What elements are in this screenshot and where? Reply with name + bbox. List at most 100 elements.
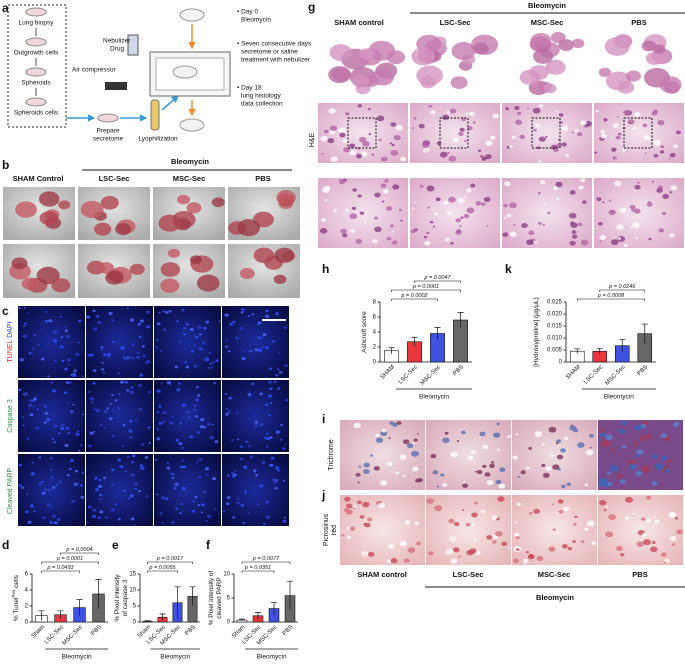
image-detail — [165, 497, 169, 500]
image-detail — [398, 208, 402, 212]
image-detail — [363, 462, 370, 468]
image-detail — [498, 483, 506, 489]
image-detail — [80, 495, 85, 499]
image-detail — [608, 514, 616, 520]
p-value: p = 0.0001 — [412, 284, 439, 290]
image-detail — [167, 248, 180, 258]
image-detail — [555, 442, 559, 445]
image-detail — [542, 223, 546, 226]
image-detail — [251, 313, 255, 316]
image-detail — [501, 541, 508, 546]
image-detail — [222, 510, 226, 513]
image-detail — [475, 201, 482, 206]
panel-label: f — [206, 538, 211, 552]
row-label: Cleaved PARP — [7, 468, 14, 515]
image-detail — [53, 339, 57, 343]
y-tick-label: 2 — [25, 604, 29, 610]
x-tick-label: MSC-Sec — [604, 364, 626, 386]
column-label: SHAM control — [357, 570, 407, 579]
image-detail — [355, 153, 363, 159]
image-detail — [664, 558, 670, 563]
image-detail — [623, 243, 628, 248]
significance-bracket — [241, 561, 291, 564]
image-detail — [29, 413, 34, 417]
image-detail — [323, 129, 329, 134]
image-detail — [212, 361, 216, 364]
image-detail — [24, 392, 29, 395]
image-detail — [359, 211, 365, 215]
image-detail — [566, 482, 572, 486]
image-detail — [377, 502, 386, 509]
image-detail — [232, 320, 236, 324]
image-detail — [243, 350, 246, 353]
image-detail — [516, 111, 522, 116]
column-label: PBS — [631, 18, 646, 27]
image-detail — [21, 416, 25, 418]
image-detail — [402, 474, 406, 478]
image-detail — [52, 486, 56, 489]
image-detail — [269, 402, 273, 405]
image-detail — [464, 144, 468, 148]
y-axis-label: of caspase 3 — [122, 579, 129, 616]
image-detail — [283, 326, 287, 329]
image-detail — [578, 185, 584, 190]
image-detail — [64, 443, 69, 448]
image-detail — [40, 480, 44, 484]
image-detail — [391, 143, 395, 147]
p-value: p = 0.0077 — [252, 556, 280, 562]
image-detail — [94, 476, 99, 480]
inset-box — [623, 117, 653, 149]
significance-bracket — [41, 570, 80, 573]
image-detail — [200, 418, 205, 422]
image-detail — [68, 467, 72, 471]
image-detail — [240, 503, 245, 507]
image-detail — [275, 312, 279, 316]
image-detail — [411, 442, 415, 445]
image-detail — [156, 493, 159, 496]
image-detail — [274, 466, 280, 470]
panel-label: j — [321, 488, 325, 502]
image-detail — [124, 470, 127, 473]
image-detail — [196, 274, 220, 292]
image-detail — [225, 339, 228, 342]
image-detail — [385, 206, 393, 211]
image-detail — [633, 441, 639, 446]
image-detail — [130, 517, 135, 521]
image-detail — [616, 545, 623, 551]
image-detail — [360, 151, 368, 157]
image-detail — [197, 504, 201, 507]
image-detail — [362, 501, 370, 508]
y-axis-label: cleaved PARP — [216, 577, 223, 618]
image-detail — [92, 369, 97, 373]
y-tick-label: 6 — [373, 315, 377, 321]
image-detail — [104, 516, 109, 519]
image-detail — [434, 505, 443, 512]
image-detail — [548, 426, 557, 433]
image-detail — [537, 192, 541, 195]
image-detail — [193, 364, 198, 368]
timeline: Bleomycin — [241, 17, 271, 24]
image-detail — [139, 464, 144, 467]
image-detail — [339, 132, 346, 138]
image-detail — [540, 180, 546, 185]
image-detail — [607, 482, 613, 486]
image-detail — [552, 186, 559, 191]
image-detail — [129, 390, 134, 394]
image-detail — [645, 495, 652, 500]
image-detail — [126, 389, 130, 392]
row-label: Caspase 3 — [7, 399, 14, 433]
image-detail — [124, 380, 129, 384]
image-detail — [599, 240, 603, 243]
image-detail — [625, 496, 633, 503]
image-detail — [161, 522, 164, 524]
y-tick-label: 0.010 — [547, 336, 563, 342]
image-detail — [145, 362, 148, 364]
image-detail — [616, 224, 624, 230]
error-bar — [596, 347, 603, 355]
image-detail — [166, 381, 172, 385]
image-detail — [432, 225, 436, 228]
drug-label: Drug — [110, 46, 124, 53]
image-detail — [59, 345, 64, 349]
image-detail — [133, 524, 136, 526]
y-tick-label: 0 — [25, 620, 29, 626]
